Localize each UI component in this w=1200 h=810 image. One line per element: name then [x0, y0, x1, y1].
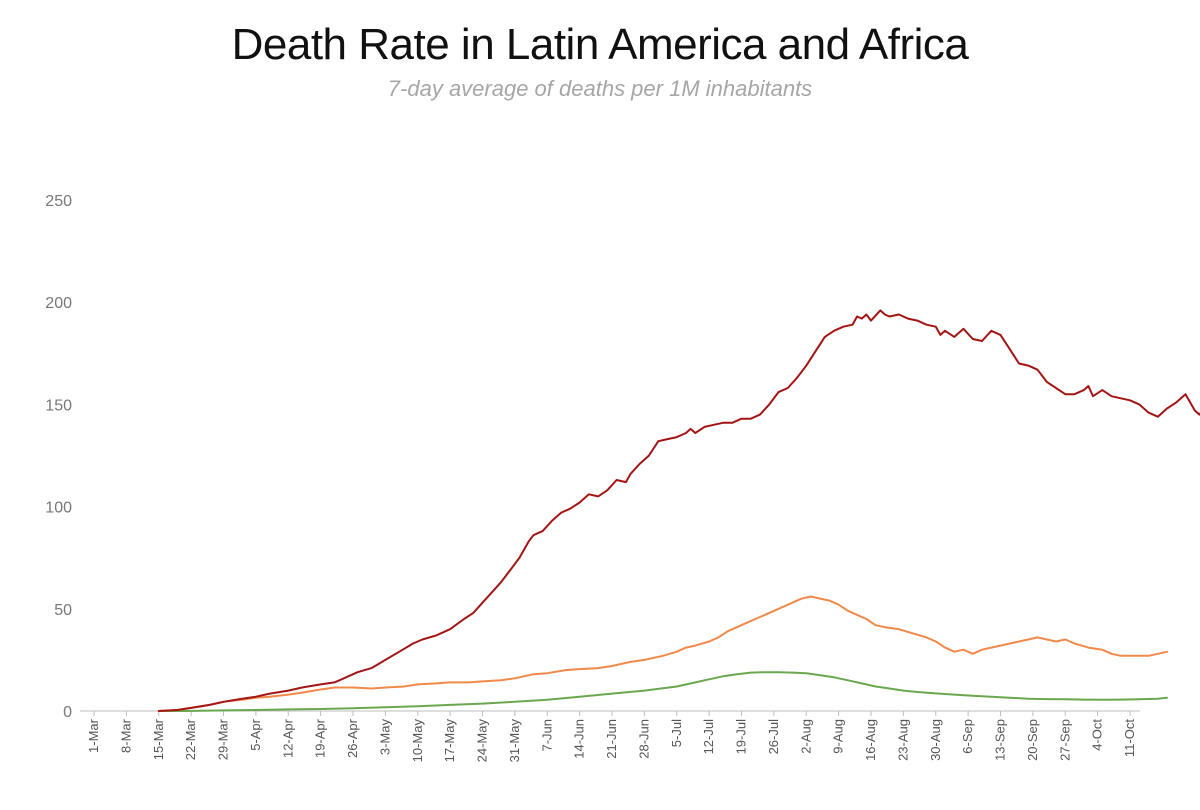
x-tick-label: 31-May — [507, 719, 522, 763]
chart-title: Death Rate in Latin America and Africa — [231, 20, 969, 69]
x-tick-label: 17-May — [442, 719, 457, 763]
series-line — [157, 671, 1168, 712]
y-tick-label: 0 — [63, 704, 72, 721]
x-tick-label: 11-Oct — [1122, 719, 1137, 757]
x-tick-label: 6-Sep — [960, 719, 975, 754]
y-tick-label: 100 — [45, 500, 72, 517]
x-tick-label: 4-Oct — [1090, 719, 1105, 751]
x-tick-label: 13-Sep — [993, 719, 1008, 761]
y-tick-label: 50 — [54, 602, 72, 619]
x-tick-label: 1-Mar — [86, 718, 101, 753]
x-tick-label: 16-Aug — [863, 719, 878, 761]
x-tick-label: 8-Mar — [118, 718, 133, 753]
x-tick-label: 19-Apr — [313, 718, 328, 758]
x-tick-label: 29-Mar — [216, 718, 231, 760]
chart-series — [157, 309, 1200, 712]
x-tick-label: 5-Jul — [669, 719, 684, 747]
x-tick-label: 30-Aug — [928, 719, 943, 761]
x-tick-label: 10-May — [410, 719, 425, 763]
x-tick-label: 20-Sep — [1025, 719, 1040, 761]
x-tick-label: 26-Apr — [345, 718, 360, 758]
series-line — [157, 309, 1200, 712]
x-tick-label: 26-Jul — [766, 719, 781, 755]
x-tick-label: 5-Apr — [248, 718, 263, 750]
x-tick-label: 23-Aug — [895, 719, 910, 761]
x-tick-label: 27-Sep — [1057, 719, 1072, 761]
x-tick-label: 3-May — [377, 719, 392, 756]
x-tick-label: 12-Apr — [280, 718, 295, 758]
y-tick-label: 150 — [45, 397, 72, 414]
series-line — [157, 595, 1168, 712]
x-tick-label: 28-Jun — [636, 719, 651, 759]
x-tick-label: 9-Aug — [831, 719, 846, 754]
y-tick-label: 250 — [45, 193, 72, 210]
x-tick-label: 24-May — [475, 719, 490, 763]
x-tick-label: 12-Jul — [701, 719, 716, 755]
x-tick-label: 2-Aug — [798, 719, 813, 754]
x-tick-label: 15-Mar — [151, 718, 166, 760]
x-tick-label: 21-Jun — [604, 719, 619, 759]
x-tick-label: 22-Mar — [183, 718, 198, 760]
chart-subtitle: 7-day average of deaths per 1M inhabitan… — [387, 76, 813, 101]
x-tick-label: 14-Jun — [572, 719, 587, 759]
x-tick-label: 19-Jul — [734, 719, 749, 755]
y-tick-label: 200 — [45, 295, 72, 312]
y-axis-ticks: 0 50 100 150 200 250 — [45, 193, 72, 721]
x-tick-label: 7-Jun — [539, 719, 554, 752]
x-axis-ticks: 1-Mar 8-Mar 15-Mar 22-Mar 29-Mar 5-Apr 12-Apr 1… — [86, 711, 1137, 762]
